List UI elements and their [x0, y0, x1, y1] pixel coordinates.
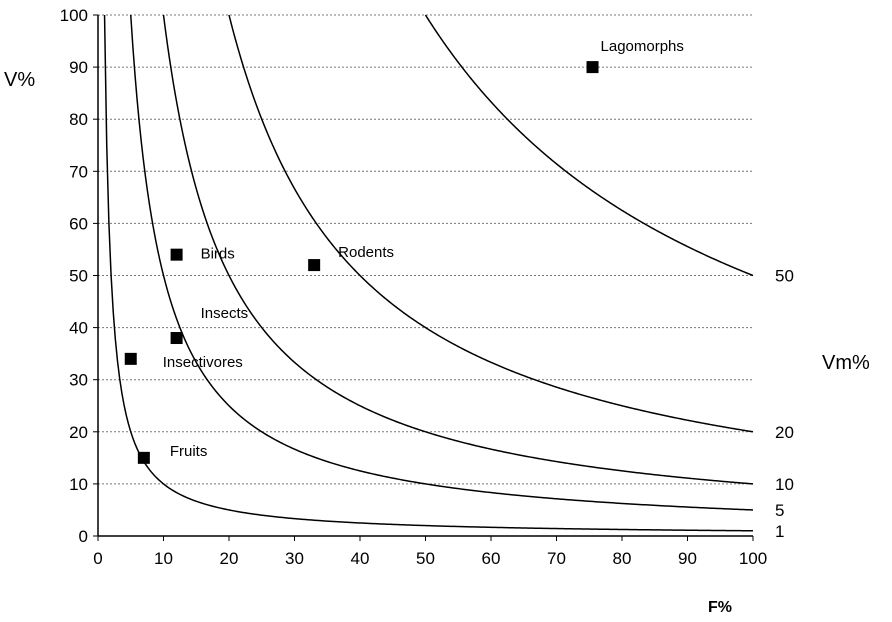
isoline-5: [130, 14, 754, 511]
data-point-label: Rodents: [338, 244, 394, 261]
y-tick-label: 20: [69, 423, 88, 442]
isoline-label: 20: [775, 423, 794, 442]
y-tick-label: 70: [69, 162, 88, 181]
data-point-label: Fruits: [170, 443, 208, 460]
data-point-label: Lagomorphs: [601, 38, 684, 55]
data-point-label: Birds: [201, 246, 235, 263]
y-axis-title: V%: [4, 69, 35, 91]
data-point: [308, 259, 321, 272]
y-tick-label: 80: [69, 110, 88, 129]
y-tick-label: 100: [60, 6, 88, 25]
x-tick-label: 10: [154, 549, 173, 568]
isoline-label: 5: [775, 501, 784, 520]
x-axis-title: F%: [708, 599, 732, 616]
y-ticks: 0 10 20 30 40 50 60 70 80 90 100: [60, 6, 98, 546]
x-tick-label: 90: [678, 549, 697, 568]
isolines: [103, 14, 754, 532]
isoline-label: 50: [775, 267, 794, 286]
data-point-label: Insects: [201, 305, 249, 322]
right-axis-title: Vm%: [822, 352, 870, 374]
y-tick-label: 0: [79, 527, 88, 546]
x-tick-label: 40: [351, 549, 370, 568]
isoline-label: 1: [775, 522, 784, 541]
isoline-50: [424, 14, 754, 277]
x-tick-label: 50: [416, 549, 435, 568]
y-tick-label: 30: [69, 371, 88, 390]
x-tick-label: 80: [613, 549, 632, 568]
data-point: [170, 332, 183, 345]
x-tick-label: 70: [547, 549, 566, 568]
x-tick-label: 100: [739, 549, 767, 568]
data-point: [137, 451, 150, 464]
isoline-label: 10: [775, 475, 794, 494]
data-point: [124, 352, 137, 365]
x-tick-label: 0: [93, 549, 102, 568]
y-tick-label: 60: [69, 214, 88, 233]
data-point: [586, 61, 599, 74]
y-tick-label: 10: [69, 475, 88, 494]
data-point: [170, 248, 183, 261]
isoline-10: [162, 14, 754, 485]
x-tick-label: 20: [220, 549, 239, 568]
y-tick-label: 40: [69, 319, 88, 338]
data-points: Lagomorphs Birds Rodents Insects Insectivore…: [124, 38, 684, 464]
x-tick-label: 30: [285, 549, 304, 568]
isoline-20: [228, 14, 754, 433]
data-point-label: Insectivores: [163, 354, 243, 371]
y-tick-label: 90: [69, 58, 88, 77]
x-tick-label: 60: [482, 549, 501, 568]
isoline-labels: 50 20 10 5 1: [775, 267, 794, 541]
isoline-1: [103, 14, 754, 532]
y-tick-label: 50: [69, 267, 88, 286]
grid-lines: [98, 14, 753, 485]
x-ticks: 0 10 20 30 40 50 60 70 80 90 100: [93, 536, 767, 568]
